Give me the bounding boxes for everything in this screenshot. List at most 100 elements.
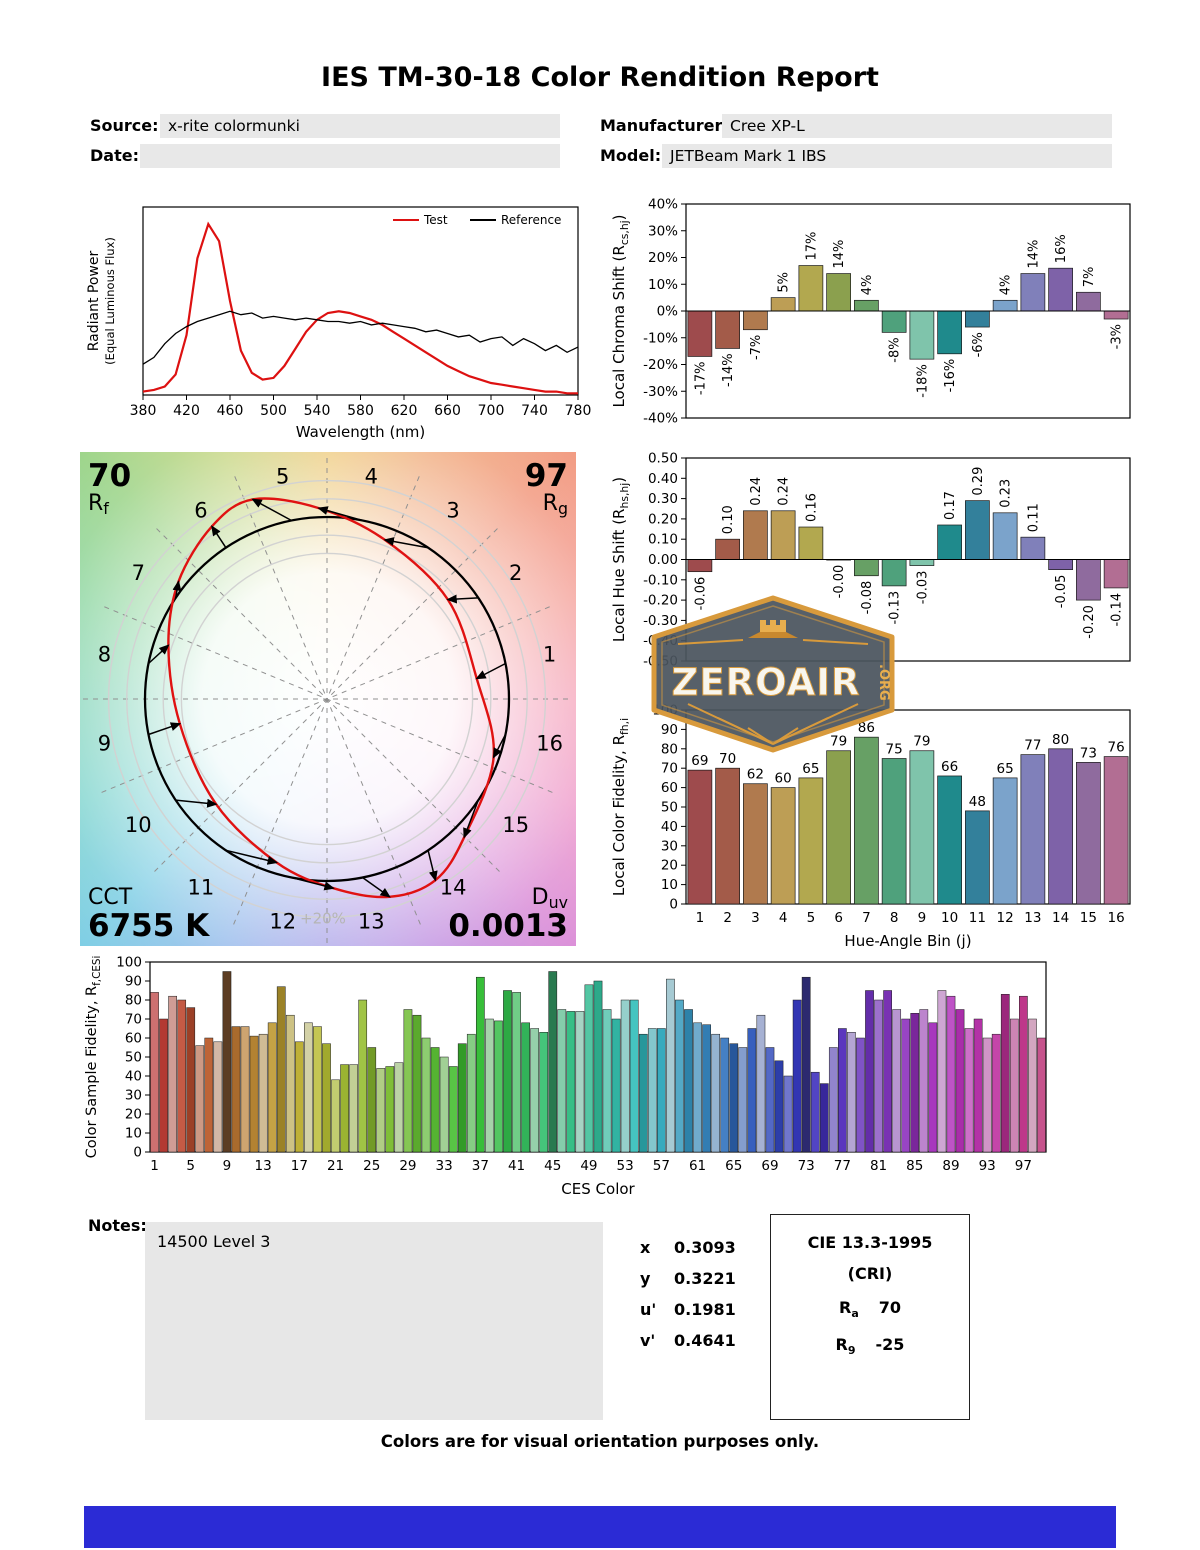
svg-text:65: 65 [725,1158,742,1174]
cri-box: CIE 13.3-1995 (CRI) Ra 70 R9 -25 [770,1214,970,1420]
chromaticity-coordinates: x 0.3093 y 0.3221 u' 0.1981 v' 0.4641 [640,1238,736,1362]
svg-text:4%: 4% [860,275,875,296]
source-label: Source: [90,116,159,135]
svg-text:0.40: 0.40 [648,471,678,487]
svg-text:16: 16 [1108,910,1125,926]
svg-text:-20%: -20% [643,357,678,373]
svg-text:90: 90 [125,974,142,990]
svg-text:17: 17 [291,1158,308,1174]
svg-text:.ORG: .ORG [876,664,891,701]
svg-text:5: 5 [807,910,816,926]
svg-text:2: 2 [723,910,732,926]
svg-text:13: 13 [255,1158,272,1174]
svg-text:420: 420 [173,403,200,419]
svg-text:7: 7 [132,561,145,585]
svg-text:Local Color Fidelity, Rfh,i: Local Color Fidelity, Rfh,i [610,718,631,896]
svg-text:Local Hue Shift (Rhs,hj): Local Hue Shift (Rhs,hj) [610,477,631,642]
svg-text:5: 5 [186,1158,195,1174]
svg-text:57: 57 [653,1158,670,1174]
svg-text:-0.05: -0.05 [1054,575,1069,609]
svg-text:12: 12 [269,910,296,934]
svg-text:-0.10: -0.10 [643,572,678,588]
svg-text:-0.03: -0.03 [915,571,930,605]
svg-text:0.20: 0.20 [648,511,678,527]
svg-text:-40%: -40% [643,411,678,427]
svg-text:620: 620 [391,403,418,419]
svg-text:73: 73 [798,1158,815,1174]
svg-text:79: 79 [913,734,930,750]
svg-text:0.29: 0.29 [971,467,986,496]
svg-text:0.50: 0.50 [648,451,678,467]
footer-disclaimer: Colors are for visual orientation purpos… [380,1432,820,1451]
svg-text:-0.13: -0.13 [888,591,903,625]
svg-text:1: 1 [150,1158,159,1174]
svg-text:780: 780 [565,403,592,419]
svg-text:13: 13 [1024,910,1041,926]
svg-text:-0.30: -0.30 [643,613,678,629]
svg-text:10%: 10% [648,277,678,293]
svg-text:65: 65 [997,761,1014,777]
date-value [140,144,560,168]
svg-text:Color Sample Fidelity, Rf,CESi: Color Sample Fidelity, Rf,CESi [84,956,103,1159]
svg-text:10: 10 [661,877,678,893]
model-value: JETBeam Mark 1 IBS [662,144,1112,168]
svg-text:10: 10 [941,910,958,926]
svg-text:79: 79 [830,734,847,750]
svg-text:Test: Test [423,213,448,227]
svg-text:0.24: 0.24 [749,477,764,506]
svg-text:1: 1 [696,910,705,926]
svg-text:6755 K: 6755 K [88,908,210,944]
svg-text:61: 61 [689,1158,706,1174]
svg-text:0.11: 0.11 [1026,503,1041,532]
svg-text:11: 11 [188,876,215,900]
svg-text:89: 89 [942,1158,959,1174]
svg-text:80: 80 [1052,732,1069,748]
svg-text:15: 15 [502,813,529,837]
cri-row: Ra 70 [838,1298,902,1321]
svg-text:80: 80 [661,741,678,757]
svg-text:85: 85 [906,1158,923,1174]
svg-text:380: 380 [130,403,157,419]
svg-text:90: 90 [661,722,678,738]
svg-text:-0.08: -0.08 [860,581,875,615]
svg-text:3: 3 [751,910,760,926]
chromaticity-row: u' 0.1981 [640,1300,736,1319]
svg-text:30: 30 [661,838,678,854]
svg-text:-0.20: -0.20 [1082,605,1097,639]
svg-text:Hue-Angle Bin (j): Hue-Angle Bin (j) [844,932,971,950]
svg-text:9: 9 [223,1158,232,1174]
svg-text:20: 20 [661,858,678,874]
svg-text:10: 10 [125,813,152,837]
svg-text:0.00: 0.00 [648,552,678,568]
zeroair-watermark-badge: ZEROAIR .ORG [651,595,895,753]
model-label: Model: [600,146,662,165]
svg-text:0: 0 [133,1145,142,1161]
svg-text:0.16: 0.16 [804,493,819,522]
svg-text:5: 5 [276,464,289,488]
svg-text:+20%: +20% [300,909,346,927]
svg-text:4: 4 [365,464,378,488]
svg-text:-0.14: -0.14 [1110,593,1125,627]
svg-text:62: 62 [747,767,764,783]
svg-text:4: 4 [779,910,788,926]
svg-text:580: 580 [347,403,374,419]
svg-text:9: 9 [918,910,927,926]
svg-text:-0.20: -0.20 [643,593,678,609]
svg-text:0.23: 0.23 [999,479,1014,508]
svg-text:12: 12 [997,910,1014,926]
svg-text:-8%: -8% [888,337,903,362]
svg-text:-6%: -6% [971,332,986,357]
svg-text:53: 53 [617,1158,634,1174]
svg-text:70: 70 [661,761,678,777]
svg-text:700: 700 [478,403,505,419]
svg-text:66: 66 [941,759,958,775]
svg-text:21: 21 [327,1158,344,1174]
svg-text:10: 10 [125,1126,142,1142]
notes-label: Notes: [88,1216,147,1235]
svg-text:40: 40 [661,819,678,835]
chromaticity-row: x 0.3093 [640,1238,736,1257]
svg-text:-17%: -17% [693,362,708,396]
color-vector-graphic: 1 2 3 4 5 6 7 8 9 10 11 12 13 14 15 16 +20% 70 Rf 97 Rg CCT 67… [80,452,576,946]
